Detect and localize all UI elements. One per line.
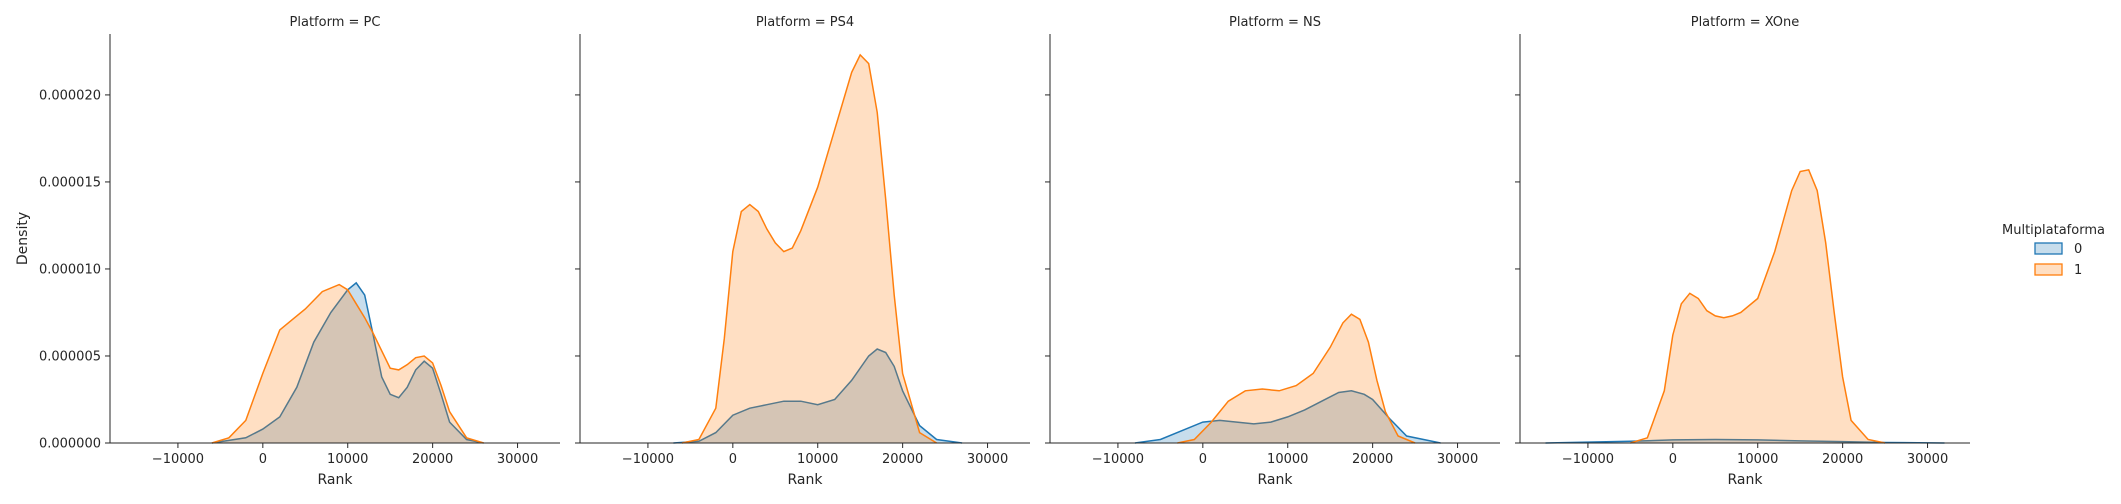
panel-title: Platform = XOne: [1691, 15, 1800, 30]
y-tick-label: 0.000015: [39, 175, 101, 190]
panel-title: Platform = NS: [1229, 15, 1321, 30]
kde-line-0: [1545, 438, 1945, 444]
kde-line-1: [681, 53, 937, 444]
legend-label-0: 0: [2074, 242, 2082, 257]
kde-area-0: [211, 282, 484, 443]
legend-title: Multiplataforma: [2002, 223, 2105, 238]
x-tick-label: 10000: [1267, 452, 1308, 467]
x-tick-label: 30000: [1437, 452, 1478, 467]
legend-swatch-0: [2034, 242, 2063, 255]
x-tick-label: 10000: [1737, 452, 1778, 467]
legend-swatch-1: [2034, 263, 2063, 276]
kde-line-0: [1134, 390, 1441, 444]
kde-area-1: [1177, 314, 1416, 443]
x-tick-label: 0: [729, 452, 737, 467]
x-tick-label: −10000: [152, 452, 204, 467]
x-tick-label: 30000: [967, 452, 1008, 467]
panel-title: Platform = PS4: [756, 15, 854, 30]
panel-title: Platform = PC: [290, 15, 381, 30]
x-tick-label: 30000: [497, 452, 538, 467]
x-tick-label: 10000: [797, 452, 838, 467]
x-axis-label: Rank: [1728, 472, 1764, 488]
kde-line-1: [211, 283, 484, 444]
y-tick-label: 0.000000: [39, 437, 101, 452]
x-tick-label: −10000: [622, 452, 674, 467]
x-tick-label: −10000: [1562, 452, 1614, 467]
x-axis-label: Rank: [318, 472, 354, 488]
kde-area-1: [1630, 169, 1886, 444]
kde-line-1: [1177, 313, 1416, 444]
x-tick-label: 30000: [1907, 452, 1948, 467]
y-tick-label: 0.000005: [39, 349, 101, 364]
x-tick-label: −10000: [1092, 452, 1144, 467]
kde-area-0: [673, 349, 963, 443]
y-axis-label: Density: [15, 212, 31, 265]
x-tick-label: 0: [1669, 452, 1677, 467]
x-tick-label: 0: [1199, 452, 1207, 467]
x-tick-label: 10000: [327, 452, 368, 467]
kde-area-1: [211, 284, 484, 443]
y-tick-label: 0.000020: [39, 88, 101, 103]
kde-line-1: [1630, 168, 1886, 444]
kde-line-0: [211, 281, 484, 444]
x-tick-label: 20000: [882, 452, 923, 467]
x-tick-label: 20000: [1822, 452, 1863, 467]
x-axis-label: Rank: [788, 472, 824, 488]
kde-area-1: [681, 54, 937, 444]
x-tick-label: 20000: [1352, 452, 1393, 467]
x-tick-label: 20000: [412, 452, 453, 467]
legend-label-1: 1: [2074, 263, 2082, 278]
kde-line-0: [673, 348, 963, 444]
x-tick-label: 0: [259, 452, 267, 467]
x-axis-label: Rank: [1258, 472, 1294, 488]
y-tick-label: 0.000010: [39, 262, 101, 277]
